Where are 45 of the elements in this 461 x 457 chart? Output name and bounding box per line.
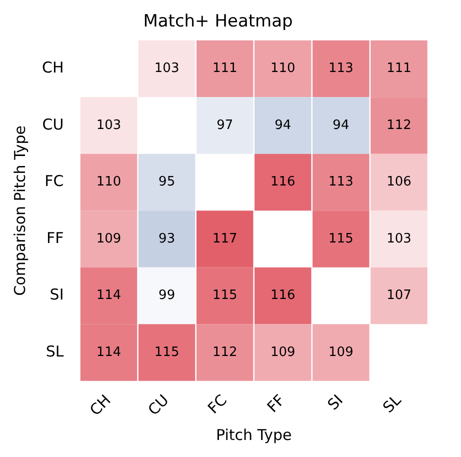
x-tick-label: SI	[324, 391, 347, 414]
y-tick-label: FF	[46, 228, 64, 247]
data-label: 99	[158, 288, 176, 304]
data-label: 114	[96, 344, 122, 360]
data-label: 107	[386, 288, 412, 304]
y-axis-title: Comparison Pitch Type	[10, 125, 29, 296]
data-label: 111	[386, 61, 412, 76]
data-label: 113	[328, 61, 354, 76]
data-label: 115	[328, 231, 354, 246]
y-tick-label: CU	[42, 115, 64, 134]
chart-title: Match+ Heatmap	[143, 12, 293, 32]
x-tick-label: FC	[204, 391, 230, 418]
data-label: 112	[386, 118, 412, 133]
data-label: 109	[328, 344, 354, 360]
data-label: 116	[270, 288, 296, 304]
x-tick-label: FF	[264, 391, 288, 416]
y-tick-label: SL	[46, 342, 64, 360]
data-label: 106	[386, 174, 412, 190]
data-label: 110	[270, 61, 296, 76]
data-label: 112	[212, 344, 238, 360]
data-label: 117	[212, 231, 238, 246]
y-tick-label: FC	[44, 172, 64, 190]
y-tick-label: CH	[42, 58, 64, 77]
data-label: 103	[386, 231, 412, 246]
data-label: 94	[332, 118, 350, 133]
data-label: 110	[96, 174, 122, 190]
x-tick-label: CH	[86, 391, 114, 420]
data-label: 103	[96, 118, 122, 133]
data-label: 115	[212, 288, 238, 304]
data-label: 103	[154, 61, 180, 76]
data-label: 93	[158, 231, 176, 246]
data-label: 111	[212, 61, 238, 76]
data-label: 94	[274, 118, 292, 133]
data-label: 97	[216, 118, 234, 133]
y-tick-label: SI	[50, 286, 64, 304]
x-tick-label: SL	[379, 390, 406, 416]
data-label: 109	[96, 231, 122, 246]
x-axis-title: Pitch Type	[216, 426, 292, 444]
data-label: 113	[328, 174, 354, 190]
data-label: 109	[270, 344, 296, 360]
data-label: 115	[154, 344, 180, 360]
data-label: 114	[96, 288, 122, 304]
x-tick-label: CU	[144, 391, 172, 420]
data-label: 95	[158, 174, 176, 190]
data-label: 116	[270, 174, 296, 190]
